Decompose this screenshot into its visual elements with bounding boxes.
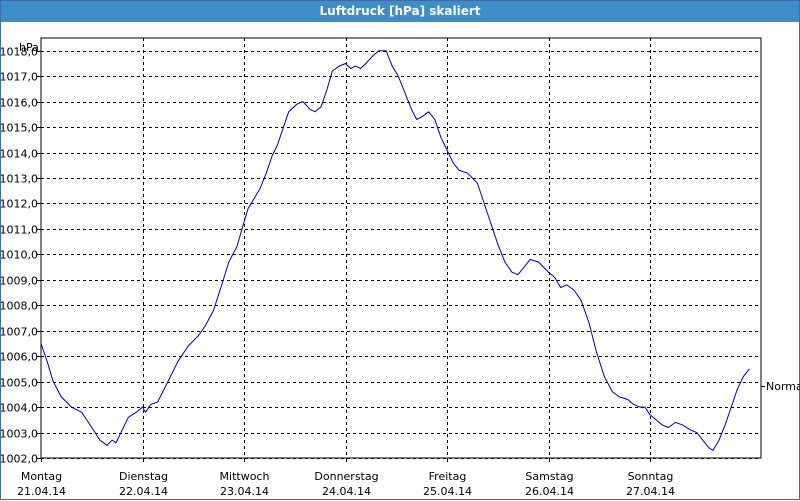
y-tick-label: 1017,0 <box>1 71 38 84</box>
y-tick-label: 1006,0 <box>1 351 38 364</box>
y-tick-label: 1009,0 <box>1 275 38 288</box>
grid-lines <box>41 38 761 459</box>
y-tick-label: 1013,0 <box>1 173 38 186</box>
y-tick-label: 1008,0 <box>1 300 38 313</box>
x-tick-label-date: 25.04.14 <box>423 485 472 498</box>
x-tick-label-day: Montag <box>21 470 62 483</box>
y-tick-label: 1002,0 <box>1 453 38 466</box>
x-tick-label-date: 27.04.14 <box>626 485 675 498</box>
y-tick-label: 1010,0 <box>1 249 38 262</box>
y-tick-label: 1003,0 <box>1 428 38 441</box>
y-tick-label: 1012,0 <box>1 198 38 211</box>
x-tick-label-day: Donnerstag <box>314 470 378 483</box>
series-line-normal <box>40 50 750 452</box>
x-tick-label-day: Samstag <box>525 470 573 483</box>
y-tick-label: 1011,0 <box>1 224 38 237</box>
x-tick-label-date: 23.04.14 <box>220 485 269 498</box>
plot-area <box>40 37 762 459</box>
window-title: Luftdruck [hPa] skaliert <box>1 1 799 22</box>
y-axis: 1002,0 1003,0 1004,0 1005,0 1006,0 1007,0 1008… <box>1 46 41 466</box>
y-tick-label: 1004,0 <box>1 402 38 415</box>
y-tick-label: 1016,0 <box>1 97 38 110</box>
x-tick-label-date: 24.04.14 <box>322 485 371 498</box>
x-tick-label-day: Mittwoch <box>220 470 270 483</box>
y-axis-label: hPa <box>19 41 39 54</box>
x-tick-label-date: 22.04.14 <box>119 485 168 498</box>
y-tick-label: 1005,0 <box>1 377 38 390</box>
x-axis: Montag 21.04.14 Dienstag 22.04.14 Mittwoch 23… <box>17 458 675 498</box>
x-tick-label-day: Dienstag <box>119 470 168 483</box>
legend-normal: Normal <box>766 380 800 393</box>
x-tick-label-date: 21.04.14 <box>17 485 66 498</box>
x-tick-label-day: Sonntag <box>628 470 674 483</box>
y-tick-label: 1018,0 <box>1 46 38 59</box>
y-tick-label: 1007,0 <box>1 326 38 339</box>
x-tick-label-date: 26.04.14 <box>525 485 574 498</box>
y-tick-label: 1014,0 <box>1 148 38 161</box>
x-tick-label-day: Freitag <box>429 470 467 483</box>
y-tick-label: 1015,0 <box>1 122 38 135</box>
